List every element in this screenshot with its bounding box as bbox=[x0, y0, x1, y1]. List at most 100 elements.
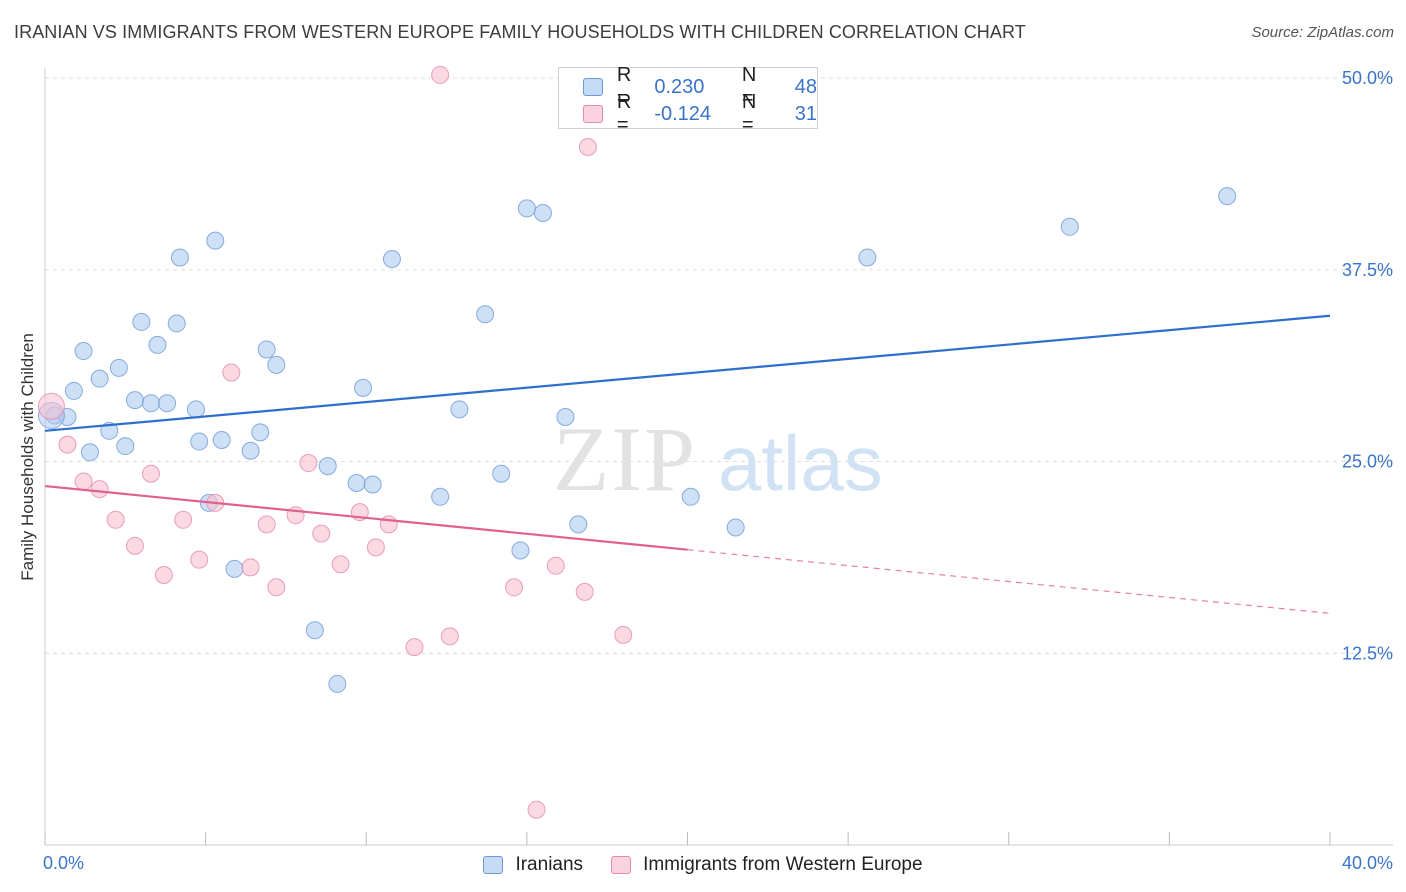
trend-line-iranians bbox=[44, 314, 1331, 432]
point-immigrants bbox=[505, 578, 524, 597]
y-tick-label: 37.5% bbox=[1342, 260, 1393, 280]
point-iranians bbox=[267, 355, 286, 374]
point-iranians bbox=[100, 421, 119, 440]
point-iranians bbox=[726, 518, 745, 537]
point-iranians bbox=[206, 231, 225, 250]
point-iranians bbox=[354, 378, 373, 397]
point-iranians bbox=[476, 305, 495, 324]
point-iranians bbox=[109, 358, 128, 377]
point-iranians bbox=[681, 487, 700, 506]
point-immigrants bbox=[257, 515, 276, 534]
point-iranians bbox=[80, 443, 99, 462]
data-points bbox=[37, 65, 1237, 819]
point-iranians bbox=[116, 437, 135, 456]
stats-legend: R = 0.230 N = 48 R = -0.124 N = 31 bbox=[558, 64, 818, 136]
chart-title: IRANIAN VS IMMIGRANTS FROM WESTERN EUROP… bbox=[14, 22, 1026, 42]
n-value: 48 bbox=[794, 75, 817, 98]
point-immigrants bbox=[125, 536, 144, 555]
point-immigrants bbox=[614, 625, 633, 644]
n-value: 31 bbox=[794, 102, 817, 125]
point-immigrants bbox=[578, 138, 597, 157]
point-iranians bbox=[251, 423, 270, 442]
point-immigrants bbox=[431, 65, 450, 84]
point-iranians bbox=[125, 391, 144, 410]
r-label: R = bbox=[616, 91, 632, 136]
y-tick-label: 12.5% bbox=[1342, 643, 1393, 663]
axes bbox=[44, 68, 1393, 846]
point-immigrants bbox=[527, 800, 546, 819]
point-iranians bbox=[318, 457, 337, 476]
point-iranians bbox=[158, 394, 177, 413]
point-iranians bbox=[347, 473, 366, 492]
point-immigrants bbox=[405, 638, 424, 657]
source-credit: Source: ZipAtlas.com bbox=[1251, 24, 1394, 41]
swatch-iranians bbox=[583, 78, 603, 96]
legend-swatch-iranians bbox=[483, 856, 504, 874]
point-immigrants bbox=[241, 558, 260, 577]
point-immigrants bbox=[106, 510, 125, 529]
point-immigrants bbox=[142, 464, 161, 483]
point-iranians bbox=[257, 340, 276, 359]
stats-row-immigrants: R = -0.124 N = 31 bbox=[583, 91, 817, 136]
point-iranians bbox=[1060, 217, 1079, 236]
point-iranians bbox=[190, 432, 209, 451]
point-immigrants bbox=[312, 524, 331, 543]
point-iranians bbox=[382, 250, 401, 269]
point-immigrants bbox=[366, 538, 385, 557]
swatch-immigrants bbox=[583, 105, 603, 123]
x-tick-label: 40.0% bbox=[1342, 853, 1393, 873]
point-iranians bbox=[328, 674, 347, 693]
r-value: -0.124 bbox=[654, 102, 712, 125]
series-legend: Iranians Immigrants from Western Europe bbox=[0, 852, 1406, 878]
n-label: N = bbox=[741, 64, 757, 109]
point-iranians bbox=[1218, 187, 1237, 206]
tick-labels: 12.5% 25.0% 37.5% 50.0% 0.0% 40.0% bbox=[43, 68, 1393, 873]
trend-line-immigrants bbox=[44, 484, 688, 551]
r-label: R = bbox=[616, 64, 632, 109]
point-immigrants bbox=[174, 510, 193, 529]
y-axis-label: Family Households with Children bbox=[18, 333, 37, 581]
point-iranians bbox=[212, 431, 231, 450]
y-tick-label: 50.0% bbox=[1342, 68, 1393, 88]
point-immigrants bbox=[331, 555, 350, 574]
point-immigrants bbox=[58, 435, 77, 454]
point-iranians bbox=[511, 541, 530, 560]
point-iranians bbox=[533, 203, 552, 222]
point-immigrants bbox=[37, 392, 65, 420]
point-iranians bbox=[167, 314, 186, 333]
point-immigrants bbox=[267, 578, 286, 597]
trend-line-immigrants-dashed bbox=[687, 549, 1331, 614]
point-immigrants bbox=[299, 454, 318, 473]
point-iranians bbox=[363, 475, 382, 494]
point-iranians bbox=[148, 335, 167, 354]
y-tick-label: 25.0% bbox=[1342, 452, 1393, 472]
point-iranians bbox=[225, 559, 244, 578]
r-value: 0.230 bbox=[654, 75, 705, 98]
trend-lines bbox=[44, 314, 1331, 614]
stats-row-iranians: R = 0.230 N = 48 bbox=[583, 64, 817, 109]
point-iranians bbox=[450, 400, 469, 419]
point-immigrants bbox=[440, 627, 459, 646]
n-label: N = bbox=[741, 91, 757, 136]
legend-label-iranians: Iranians bbox=[515, 854, 584, 875]
point-immigrants bbox=[190, 550, 209, 569]
legend-label-immigrants: Immigrants from Western Europe bbox=[643, 854, 923, 875]
point-immigrants bbox=[90, 480, 109, 499]
point-iranians bbox=[569, 515, 588, 534]
point-iranians bbox=[858, 248, 877, 267]
point-iranians bbox=[241, 441, 260, 460]
point-iranians bbox=[517, 199, 536, 218]
point-iranians bbox=[186, 400, 205, 419]
point-immigrants bbox=[546, 556, 565, 575]
watermark-zip: ZIP bbox=[553, 408, 697, 510]
legend-item-iranians: Iranians bbox=[483, 854, 583, 876]
point-immigrants bbox=[222, 363, 241, 382]
point-iranians bbox=[170, 248, 189, 267]
x-tick-label: 0.0% bbox=[43, 853, 84, 873]
point-iranians bbox=[431, 487, 450, 506]
point-iranians bbox=[74, 342, 93, 361]
point-immigrants bbox=[575, 582, 594, 601]
point-immigrants bbox=[74, 472, 93, 491]
legend-item-immigrants: Immigrants from Western Europe bbox=[611, 854, 923, 876]
